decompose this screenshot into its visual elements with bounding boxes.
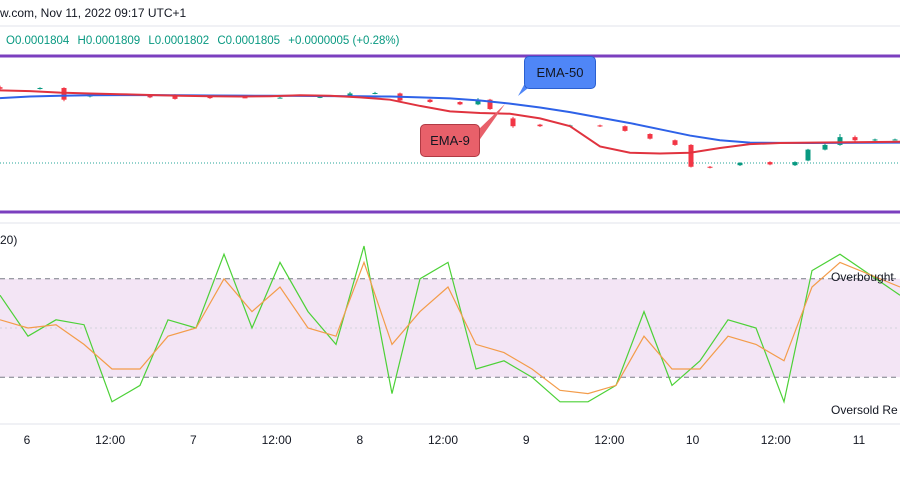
ema9-callout-pointer bbox=[478, 104, 505, 142]
ohlc-low: L0.0001802 bbox=[148, 35, 210, 47]
candle-body bbox=[37, 87, 43, 89]
candle-body bbox=[822, 144, 828, 150]
oscillator-fast-line bbox=[0, 245, 900, 404]
oscillator-params: 20) bbox=[0, 233, 18, 247]
candle-body bbox=[147, 95, 153, 98]
x-tick-label: 6 bbox=[23, 433, 31, 447]
candle-body bbox=[837, 137, 843, 145]
x-tick-label: 12:00 bbox=[261, 433, 292, 447]
ohlc-open: O0.0001804 bbox=[6, 35, 70, 47]
candle-body bbox=[852, 137, 858, 141]
candle-body bbox=[597, 125, 603, 127]
candle-body bbox=[487, 99, 493, 110]
x-tick-label: 11 bbox=[852, 433, 866, 447]
ohlc-high: H0.0001809 bbox=[77, 35, 141, 47]
header-source: w.com, Nov 11, 2022 09:17 UTC+1 bbox=[0, 6, 187, 20]
candle-body bbox=[427, 99, 433, 103]
ohlc-change: +0.0000005 (+0.28%) bbox=[288, 35, 400, 47]
x-tick-label: 10 bbox=[685, 433, 700, 447]
candle-body bbox=[622, 126, 628, 131]
candle-body bbox=[372, 92, 378, 94]
oversold-label: Oversold Re bbox=[831, 403, 898, 417]
candle-body bbox=[0, 87, 3, 89]
candle-body bbox=[805, 149, 811, 161]
candle-body bbox=[317, 96, 323, 98]
candle-body bbox=[242, 97, 248, 99]
candle-body bbox=[172, 95, 178, 99]
candle-body bbox=[475, 99, 481, 105]
ema9-line-tail bbox=[809, 140, 900, 144]
ema9-callout: EMA-9 bbox=[420, 124, 480, 157]
candle-body bbox=[688, 144, 694, 167]
ohlc-readout: O0.0001804 H0.0001809 L0.0001802 C0.0001… bbox=[6, 35, 405, 47]
candle-body bbox=[892, 139, 898, 141]
candle-body bbox=[61, 87, 67, 100]
candle-body bbox=[672, 140, 678, 145]
x-tick-label: 12:00 bbox=[760, 433, 791, 447]
candle-body bbox=[510, 118, 516, 127]
oscillator-slow-line bbox=[0, 260, 900, 395]
x-tick-label: 9 bbox=[522, 433, 530, 447]
ema50-callout: EMA-50 bbox=[524, 56, 596, 89]
candle-body bbox=[767, 162, 773, 165]
x-tick-label: 12:00 bbox=[95, 433, 126, 447]
x-tick-label: 12:00 bbox=[594, 433, 625, 447]
x-tick-label: 8 bbox=[356, 433, 364, 447]
candle-body bbox=[872, 139, 878, 141]
candle-body bbox=[792, 162, 798, 166]
ema9-line bbox=[0, 89, 811, 155]
candle-body bbox=[737, 162, 743, 166]
candle-body bbox=[707, 166, 713, 168]
candle-body bbox=[277, 97, 283, 99]
x-tick-label: 7 bbox=[190, 433, 197, 447]
x-tick-label: 12:00 bbox=[427, 433, 459, 447]
ohlc-close: C0.0001805 bbox=[217, 35, 281, 47]
candle-body bbox=[647, 134, 653, 139]
candle-body bbox=[347, 93, 353, 97]
candle-body bbox=[457, 102, 463, 105]
overbought-label: Overbought bbox=[831, 270, 894, 284]
candle-body bbox=[207, 96, 213, 99]
candle-body bbox=[537, 124, 543, 127]
